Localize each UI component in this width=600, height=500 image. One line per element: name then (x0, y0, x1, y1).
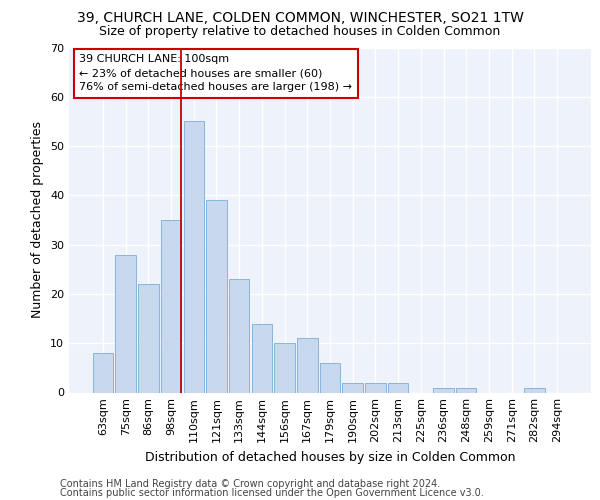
Bar (138, 284, 158, 393)
Bar (388, 382, 409, 392)
Y-axis label: Number of detached properties: Number of detached properties (31, 122, 44, 318)
Bar (456, 388, 476, 392)
Bar (320, 363, 340, 392)
Bar (206, 200, 227, 392)
Bar (115, 254, 136, 392)
Bar (251, 324, 272, 392)
Bar (229, 279, 250, 392)
Bar (274, 343, 295, 392)
Bar (524, 388, 545, 392)
Bar (297, 338, 317, 392)
Text: 39 CHURCH LANE: 100sqm
← 23% of detached houses are smaller (60)
76% of semi-det: 39 CHURCH LANE: 100sqm ← 23% of detached… (79, 54, 352, 92)
X-axis label: Distribution of detached houses by size in Colden Common: Distribution of detached houses by size … (145, 451, 515, 464)
Bar (433, 388, 454, 392)
Text: Contains public sector information licensed under the Open Government Licence v3: Contains public sector information licen… (60, 488, 484, 498)
Bar (161, 220, 181, 392)
Text: 39, CHURCH LANE, COLDEN COMMON, WINCHESTER, SO21 1TW: 39, CHURCH LANE, COLDEN COMMON, WINCHEST… (77, 12, 523, 26)
Bar (343, 382, 363, 392)
Text: Contains HM Land Registry data © Crown copyright and database right 2024.: Contains HM Land Registry data © Crown c… (60, 479, 440, 489)
Bar (93, 353, 113, 393)
Text: Size of property relative to detached houses in Colden Common: Size of property relative to detached ho… (100, 25, 500, 38)
Bar (365, 382, 386, 392)
Bar (184, 122, 204, 392)
